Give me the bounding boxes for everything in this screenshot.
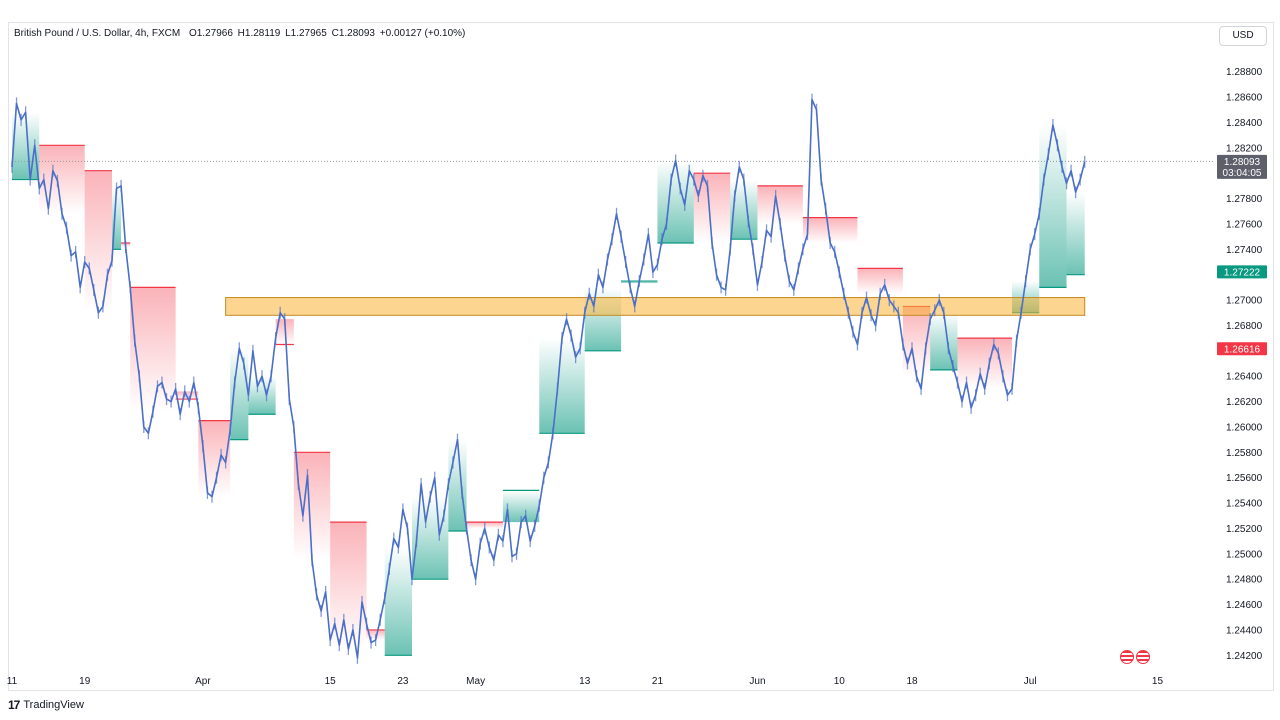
x-tick-label: 21 xyxy=(652,676,664,687)
y-tick-label: 1.27600 xyxy=(1226,219,1263,230)
us-flag-icon[interactable] xyxy=(1120,650,1134,664)
stop-band-fill xyxy=(248,376,276,415)
y-tick-label: 1.24600 xyxy=(1226,600,1263,611)
y-tick-label: 1.28800 xyxy=(1226,67,1263,78)
symbol-legend: British Pound / U.S. Dollar, 4h, FXCM O1… xyxy=(14,28,465,39)
x-tick-label: 15 xyxy=(1152,676,1164,687)
stop-down-label: 1.26616 xyxy=(1224,344,1261,355)
y-tick-label: 1.25200 xyxy=(1226,524,1263,535)
tradingview-logo[interactable]: 17 TradingView xyxy=(8,698,84,712)
stop-band-fill xyxy=(130,287,176,412)
y-tick-label: 1.26400 xyxy=(1226,372,1263,383)
chart-frame xyxy=(8,22,1274,691)
stop-band-fill xyxy=(230,348,249,440)
stop-band-fill xyxy=(730,179,758,240)
y-tick-label: 1.27400 xyxy=(1226,245,1263,256)
current-price-label: 1.28093 xyxy=(1224,157,1261,168)
symbol-title[interactable]: British Pound / U.S. Dollar, 4h, FXCM xyxy=(14,28,181,39)
stop-band-fill xyxy=(412,496,449,580)
stop-band-fill xyxy=(657,160,694,243)
y-tick-label: 1.24800 xyxy=(1226,575,1263,586)
stop-band-fill xyxy=(112,188,122,250)
x-tick-label: 13 xyxy=(579,676,591,687)
x-tick-label: 15 xyxy=(325,676,337,687)
x-tick-label: 11 xyxy=(7,676,18,687)
stop-band-fill xyxy=(39,145,85,214)
stop-band-fill xyxy=(693,173,731,243)
high-value: 1.28119 xyxy=(244,28,281,39)
x-tick-label: Jul xyxy=(1024,676,1037,687)
y-tick-label: 1.27000 xyxy=(1226,296,1263,307)
countdown-label: 03:04:05 xyxy=(1223,168,1262,179)
y-tick-label: 1.25000 xyxy=(1226,549,1263,560)
y-tick-label: 1.27800 xyxy=(1226,194,1263,205)
y-tick-label: 1.28200 xyxy=(1226,143,1263,154)
x-tick-label: May xyxy=(466,676,485,687)
stop-band-fill xyxy=(1039,125,1067,288)
open-label: O xyxy=(188,28,197,39)
stop-band-fill xyxy=(84,170,112,313)
high-label: H xyxy=(237,28,245,39)
currency-button[interactable]: USD xyxy=(1219,26,1267,46)
y-tick-label: 1.26200 xyxy=(1226,397,1263,408)
y-tick-label: 1.26800 xyxy=(1226,321,1263,332)
close-value: 1.28093 xyxy=(338,28,375,39)
low-value: 1.27965 xyxy=(290,28,327,39)
tradingview-label: TradingView xyxy=(23,699,84,711)
x-tick-label: 23 xyxy=(397,676,409,687)
stop-up-label: 1.27222 xyxy=(1224,267,1261,278)
current-price-marker xyxy=(1217,154,1267,179)
stop-band-fill xyxy=(1066,192,1085,275)
close-label: C xyxy=(331,28,339,39)
x-tick-label: Apr xyxy=(195,676,211,687)
x-tick-label: Jun xyxy=(749,676,765,687)
support-resistance-zone xyxy=(225,297,1086,316)
y-tick-label: 1.24200 xyxy=(1226,651,1263,662)
y-tick-label: 1.25600 xyxy=(1226,473,1263,484)
events-flags[interactable] xyxy=(1120,650,1150,664)
x-tick-label: 10 xyxy=(834,676,846,687)
y-tick-label: 1.28600 xyxy=(1226,93,1263,104)
low-label: L xyxy=(285,28,291,39)
y-tick-label: 1.25400 xyxy=(1226,499,1263,510)
stop-band-fill xyxy=(757,185,803,224)
stop-band-fill xyxy=(448,439,467,531)
change-value: +0.00127 (+0.10%) xyxy=(379,28,466,39)
y-tick-label: 1.28400 xyxy=(1226,118,1263,129)
stop-down-marker xyxy=(1217,342,1267,356)
stop-band-fill xyxy=(293,452,331,561)
x-tick-label: 19 xyxy=(79,676,91,687)
stop-up-marker xyxy=(1217,265,1267,279)
tradingview-icon: 17 xyxy=(8,698,20,712)
y-tick-label: 1.25800 xyxy=(1226,448,1263,459)
us-flag-icon[interactable] xyxy=(1136,650,1150,664)
y-tick-label: 1.24400 xyxy=(1226,625,1263,636)
x-tick-label: 18 xyxy=(906,676,918,687)
open-value: 1.27966 xyxy=(196,28,233,39)
y-tick-label: 1.26000 xyxy=(1226,422,1263,433)
